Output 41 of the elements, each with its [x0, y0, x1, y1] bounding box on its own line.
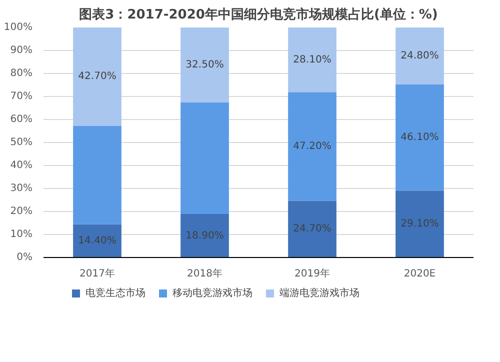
bar [180, 102, 229, 214]
bar [288, 28, 336, 92]
y-tick-label: 20% [10, 206, 33, 217]
bar [288, 200, 336, 258]
y-tick-label: 50% [10, 137, 33, 148]
data-label: 28.10% [293, 54, 332, 66]
bar [73, 224, 122, 258]
bar [180, 214, 229, 258]
legend-label: 电竞生态市场 [86, 286, 146, 300]
y-tick-label: 40% [10, 160, 33, 171]
bar [288, 92, 336, 201]
bar [396, 190, 444, 258]
data-label: 46.10% [400, 132, 439, 144]
x-tick-label: 2019年 [294, 268, 330, 280]
data-label: 42.70% [78, 71, 116, 82]
chart-title: 图表3：2017-2020年中国细分电竞市场规模占比(单位：%) [79, 6, 438, 22]
y-tick-label: 10% [10, 229, 33, 240]
legend-label: 移动电竞游戏市场 [172, 286, 252, 300]
x-tick-label: 2017年 [80, 268, 115, 280]
bar [180, 28, 229, 102]
x-tick-label: 2018年 [187, 268, 222, 280]
data-label: 14.40% [78, 235, 116, 246]
data-label: 32.50% [186, 59, 224, 70]
legend-label: 端游电竞游戏市场 [280, 286, 360, 300]
y-tick-label: 70% [10, 91, 33, 102]
bar [73, 126, 122, 224]
bar [73, 28, 122, 126]
data-label: 18.90% [186, 230, 224, 242]
y-tick-label: 90% [10, 45, 33, 56]
y-tick-label: 100% [4, 22, 33, 33]
y-tick-label: 60% [10, 114, 33, 125]
data-label: 24.70% [293, 224, 332, 235]
bar [396, 28, 444, 85]
y-tick-label: 30% [10, 183, 33, 194]
data-label: 24.80% [400, 50, 439, 62]
bar [396, 84, 444, 191]
data-label: 47.20% [293, 140, 332, 152]
data-label: 29.10% [400, 218, 439, 230]
y-tick-label: 80% [10, 68, 33, 79]
x-tick-label: 2020E [404, 268, 436, 280]
y-tick-label: 0% [16, 252, 33, 263]
